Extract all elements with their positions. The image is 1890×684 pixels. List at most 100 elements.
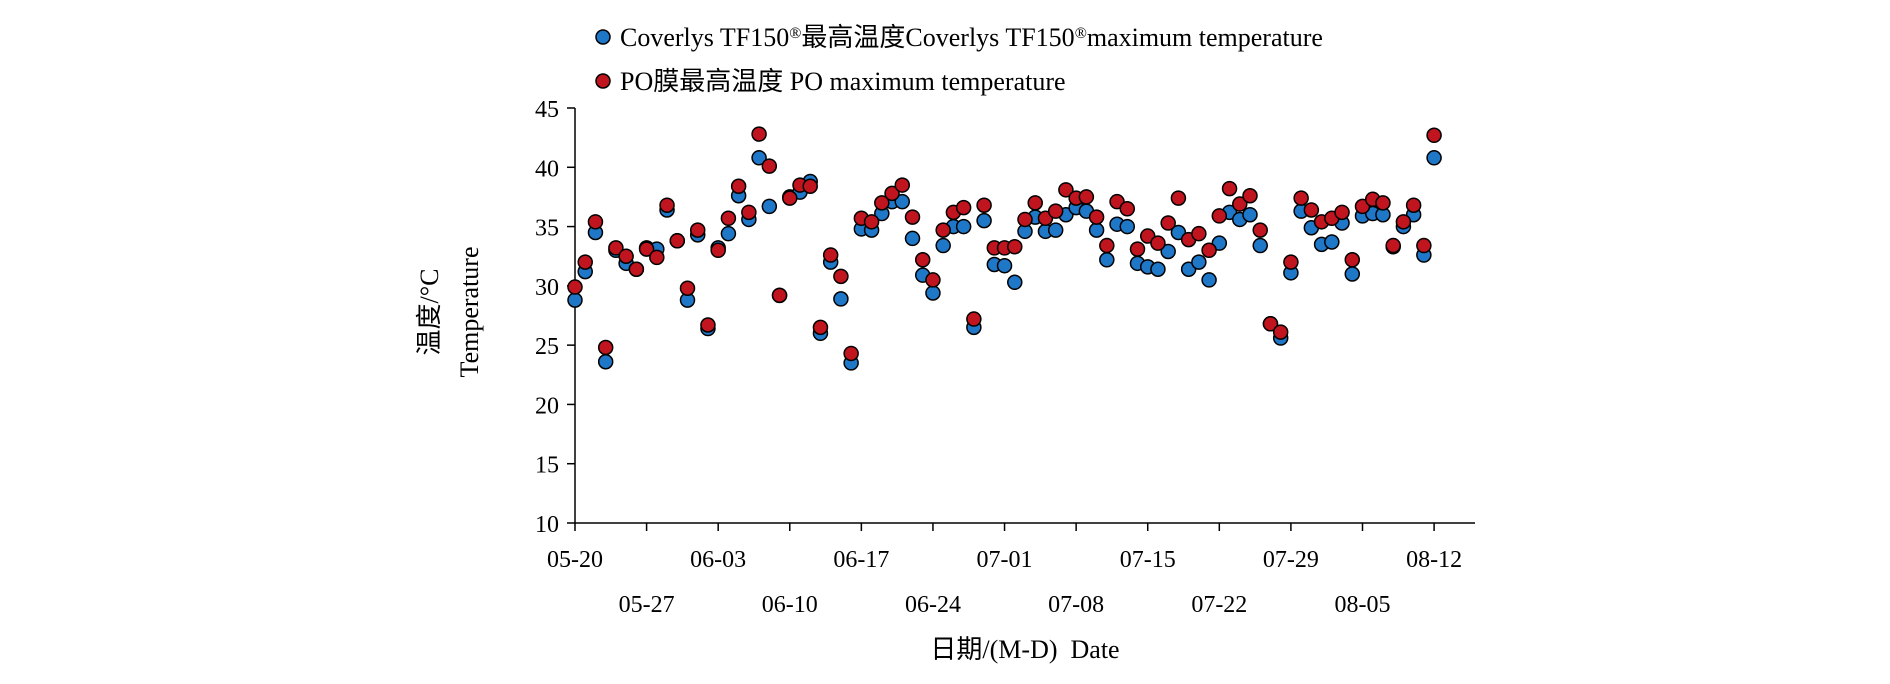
legend-item-coverlys: Coverlys TF150®最高温度Coverlys TF150®maximu… (595, 23, 1323, 52)
point-po (730, 178, 747, 195)
point-coverlys (597, 353, 614, 370)
point-po (587, 214, 604, 230)
point-coverlys (1099, 252, 1115, 268)
point-po (638, 241, 655, 257)
point-po (1283, 254, 1299, 270)
point-po (904, 209, 921, 225)
point-po (976, 197, 992, 213)
point-po (659, 197, 675, 213)
point-po (884, 185, 900, 202)
point-po (618, 248, 634, 264)
point-po (822, 247, 839, 263)
point-po (1395, 214, 1412, 230)
point-po (914, 252, 931, 268)
point-po (1088, 209, 1105, 225)
point-coverlys (1150, 261, 1166, 278)
point-po (1211, 208, 1228, 224)
point-coverlys (1160, 243, 1176, 260)
point-po (1017, 211, 1033, 228)
point-po (1129, 241, 1146, 257)
series-po (567, 126, 1442, 362)
point-po (1170, 190, 1187, 206)
point-po (751, 126, 767, 142)
point-coverlys (894, 193, 911, 210)
point-po (1191, 225, 1207, 242)
point-po (567, 279, 583, 295)
point-po (1221, 180, 1238, 197)
y-tick-label: 15 (535, 453, 559, 479)
point-po (894, 177, 911, 193)
point-coverlys (925, 285, 941, 301)
x-tick-label: 06-10 (762, 592, 818, 618)
y-tick-label: 25 (535, 334, 559, 360)
legend-item-po: PO膜最高温度 PO maximum temperature (595, 67, 1066, 96)
point-po (1232, 196, 1248, 212)
y-tick-label: 45 (535, 97, 559, 123)
point-po (1272, 324, 1289, 340)
point-po (843, 345, 859, 362)
point-po (689, 222, 706, 238)
point-po (1426, 127, 1442, 144)
point-po (966, 311, 982, 327)
point-po (1416, 237, 1432, 254)
point-coverlys (761, 198, 778, 215)
point-coverlys (904, 230, 921, 247)
point-po (771, 287, 788, 304)
point-po (597, 339, 614, 356)
x-tick-label: 06-24 (905, 592, 961, 618)
legend-label-coverlys: Coverlys TF150®最高温度Coverlys TF150®maximu… (620, 23, 1323, 52)
point-coverlys (1119, 218, 1136, 235)
point-po (710, 242, 726, 259)
point-coverlys (1252, 237, 1268, 254)
point-po (935, 222, 951, 238)
point-coverlys (996, 257, 1013, 274)
legend: Coverlys TF150®最高温度Coverlys TF150®maximu… (595, 23, 1323, 96)
x-tick-label: 06-03 (690, 547, 746, 573)
point-coverlys (935, 237, 951, 254)
point-po (669, 233, 686, 249)
point-po (1405, 197, 1422, 213)
point-po (1262, 316, 1279, 332)
x-tick-label: 08-05 (1335, 592, 1391, 618)
y-tick-label: 35 (535, 216, 559, 242)
x-axis-title: 日期/(M-D) Date (930, 635, 1119, 664)
point-po (1160, 215, 1176, 231)
point-coverlys (1426, 150, 1442, 166)
point-po (1058, 182, 1074, 198)
point-coverlys (1242, 206, 1258, 223)
x-tick-label: 07-01 (977, 547, 1033, 573)
point-po (782, 190, 798, 206)
point-po (720, 210, 737, 227)
series-coverlys (567, 150, 1442, 371)
legend-marker-po (595, 73, 611, 89)
point-po (761, 158, 778, 174)
point-coverlys (976, 212, 992, 229)
point-coverlys (1088, 222, 1105, 238)
data-points (567, 126, 1442, 371)
x-tick-label: 07-22 (1191, 592, 1247, 618)
point-po (1119, 201, 1136, 217)
x-tick-label: 07-08 (1048, 592, 1104, 618)
point-coverlys (1191, 254, 1207, 270)
x-ticks: 05-20 06-03 06-17 07-01 07-15 07-29 08-12 05-27… (547, 523, 1462, 618)
point-po (874, 195, 890, 211)
legend-marker-coverlys (595, 29, 611, 45)
point-po (1242, 187, 1258, 204)
point-coverlys (751, 150, 767, 166)
point-po (1201, 242, 1217, 259)
point-po (863, 214, 880, 230)
point-coverlys (1047, 222, 1064, 238)
y-axis-title-cn: 温度/°C (415, 269, 444, 356)
point-po (1078, 189, 1095, 205)
y-tick-label: 20 (535, 393, 559, 419)
point-po (628, 261, 645, 278)
point-coverlys (955, 218, 972, 235)
point-po (1334, 204, 1350, 221)
point-po (812, 319, 829, 336)
point-po (1293, 190, 1309, 206)
point-po (1385, 237, 1401, 254)
y-ticks: 10 15 20 25 30 35 40 45 (535, 97, 575, 538)
point-coverlys (833, 291, 849, 307)
x-tick-label: 05-20 (547, 547, 603, 573)
